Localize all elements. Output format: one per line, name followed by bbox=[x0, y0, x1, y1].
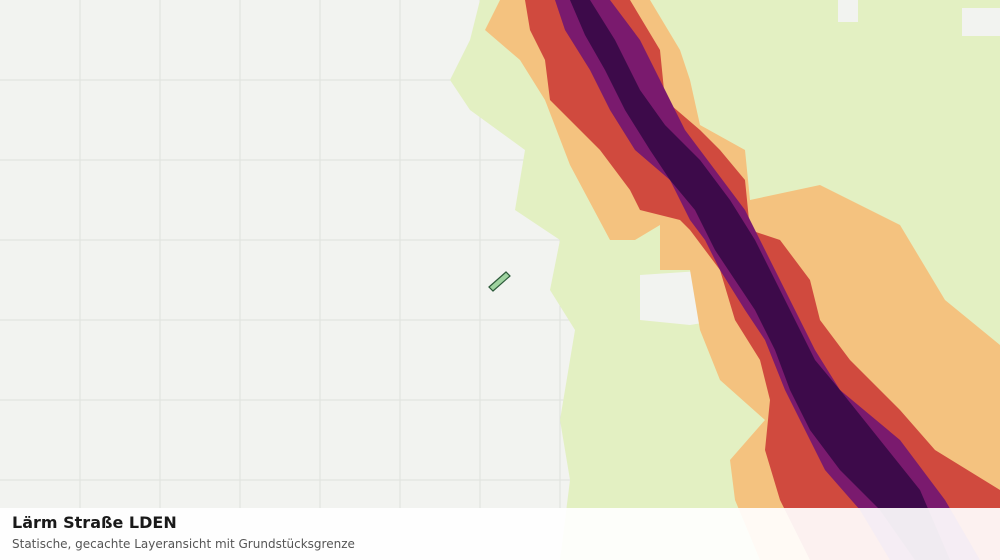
caption-bar bbox=[0, 508, 1000, 560]
gap bbox=[962, 8, 1000, 36]
gap bbox=[838, 0, 858, 22]
layer-title: Lärm Straße LDEN bbox=[12, 513, 177, 532]
parcel-boundary bbox=[488, 271, 511, 292]
noise-zone-highest bbox=[570, 0, 950, 560]
layer-subtitle: Statische, gecachte Layeransicht mit Gru… bbox=[12, 537, 355, 551]
